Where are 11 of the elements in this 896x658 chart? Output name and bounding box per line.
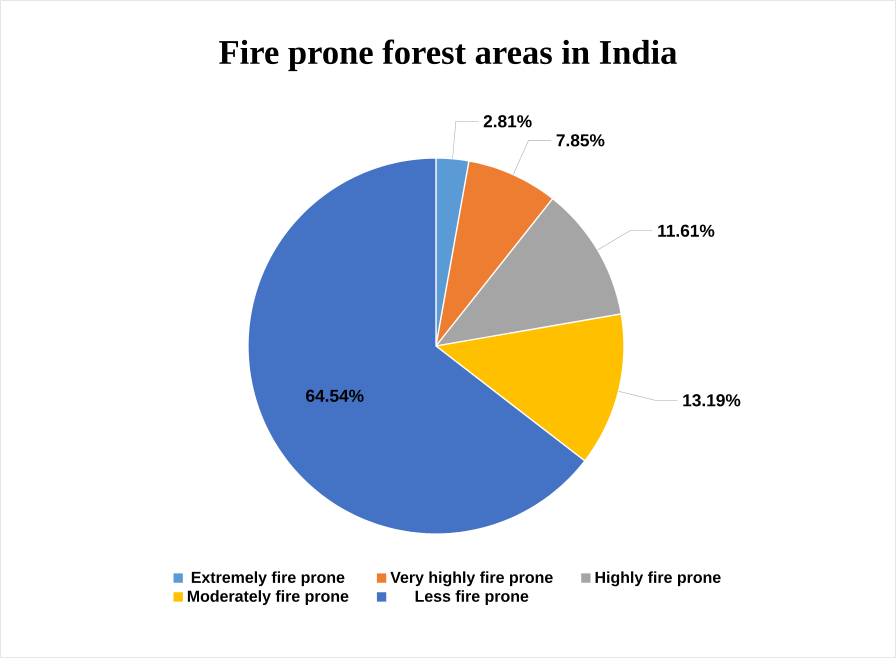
- chart-title: Fire prone forest areas in India: [219, 39, 677, 72]
- legend-label: Very highly fire prone: [390, 571, 553, 586]
- data-label: 13.19%: [683, 394, 740, 406]
- legend-label: Highly fire prone: [596, 571, 721, 586]
- legend-label: Extremely fire prone: [192, 571, 344, 586]
- data-label: 7.85%: [556, 134, 604, 146]
- legend-label: Moderately fire prone: [188, 590, 348, 606]
- legend-label: Less fire prone: [416, 590, 528, 606]
- data-label: 2.81%: [484, 115, 532, 128]
- data-label: 64.54%: [306, 390, 364, 402]
- data-label: 11.61%: [658, 224, 714, 237]
